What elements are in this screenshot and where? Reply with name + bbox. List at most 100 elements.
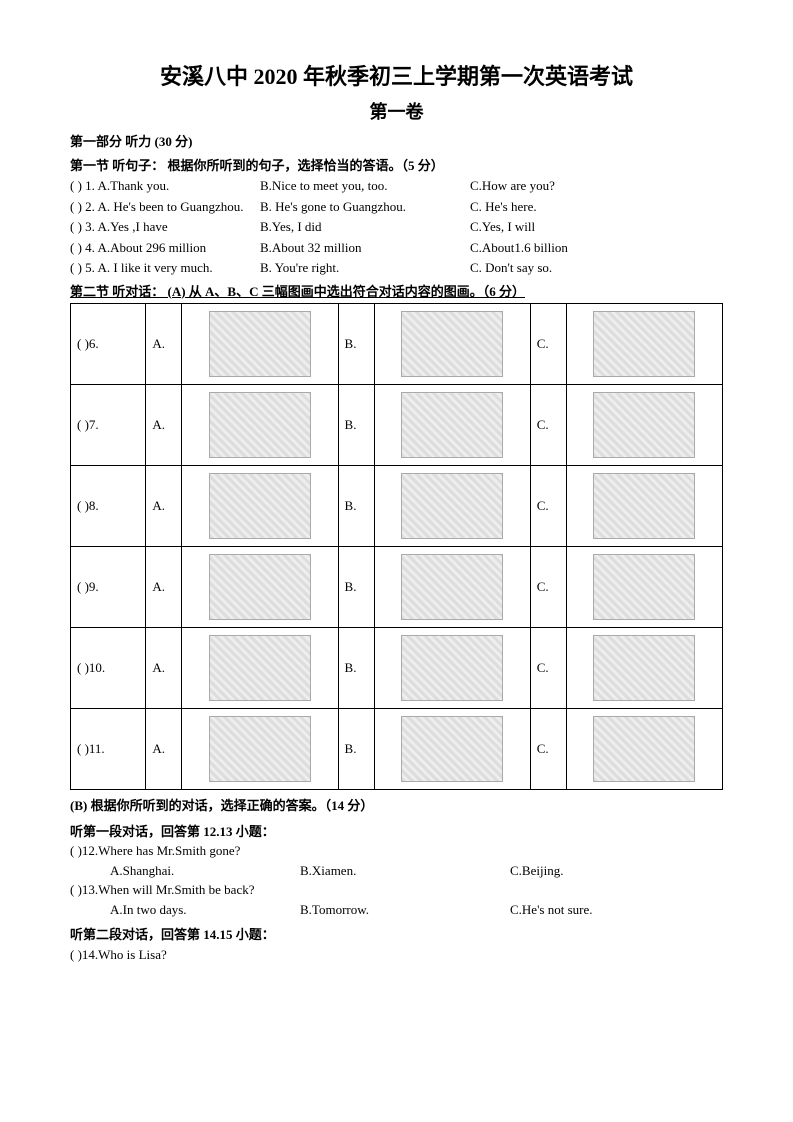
question-row: ( ) 2. A. He's been to Guangzhou. B. He'… bbox=[70, 197, 723, 217]
option-image-c bbox=[566, 628, 722, 709]
placeholder-image-icon bbox=[401, 473, 503, 539]
placeholder-image-icon bbox=[401, 311, 503, 377]
option-letter-a: A. bbox=[146, 304, 182, 385]
option-letter-c: C. bbox=[530, 466, 566, 547]
option-image-c bbox=[566, 385, 722, 466]
option-c: C.He's not sure. bbox=[510, 900, 723, 920]
table-row: ( )11. A. B. C. bbox=[71, 709, 723, 790]
section2b-heading: (B) 根据你所听到的对话，选择正确的答案。（14 分） bbox=[70, 796, 723, 816]
question-row: ( ) 3. A.Yes ,I have B.Yes, I did C.Yes,… bbox=[70, 217, 723, 237]
option-image-b bbox=[374, 709, 530, 790]
exam-subtitle: 第一卷 bbox=[70, 99, 723, 126]
placeholder-image-icon bbox=[401, 554, 503, 620]
section1-questions: ( ) 1. A.Thank you. B.Nice to meet you, … bbox=[70, 176, 723, 278]
option-letter-c: C. bbox=[530, 709, 566, 790]
option-c: C.About1.6 billion bbox=[470, 238, 723, 258]
placeholder-image-icon bbox=[593, 716, 695, 782]
option-image-b bbox=[374, 466, 530, 547]
placeholder-image-icon bbox=[209, 635, 311, 701]
option-letter-a: A. bbox=[146, 385, 182, 466]
table-row: ( )9. A. B. C. bbox=[71, 547, 723, 628]
option-c: C. Don't say so. bbox=[470, 258, 723, 278]
option-c: C.How are you? bbox=[470, 176, 723, 196]
question-number: ( )6. bbox=[71, 304, 146, 385]
placeholder-image-icon bbox=[401, 716, 503, 782]
placeholder-image-icon bbox=[593, 392, 695, 458]
table-row: ( )10. A. B. C. bbox=[71, 628, 723, 709]
option-image-b bbox=[374, 304, 530, 385]
option-image-b bbox=[374, 628, 530, 709]
placeholder-image-icon bbox=[209, 473, 311, 539]
placeholder-image-icon bbox=[209, 392, 311, 458]
option-c: C. He's here. bbox=[470, 197, 723, 217]
question-13: ( )13.When will Mr.Smith be back? bbox=[70, 880, 723, 900]
option-a: ( ) 5. A. I like it very much. bbox=[70, 258, 260, 278]
option-image-c bbox=[566, 709, 722, 790]
option-b: B. You're right. bbox=[260, 258, 470, 278]
option-image-a bbox=[182, 628, 338, 709]
option-a: A.Shanghai. bbox=[110, 861, 300, 881]
placeholder-image-icon bbox=[401, 392, 503, 458]
section2-heading: 第二节 听对话： (A) 从 A、B、C 三幅图画中选出符合对话内容的图画。（6… bbox=[70, 282, 723, 302]
placeholder-image-icon bbox=[209, 554, 311, 620]
option-letter-c: C. bbox=[530, 304, 566, 385]
question-number: ( )10. bbox=[71, 628, 146, 709]
option-image-b bbox=[374, 385, 530, 466]
option-letter-a: A. bbox=[146, 628, 182, 709]
option-image-a bbox=[182, 466, 338, 547]
option-letter-a: A. bbox=[146, 466, 182, 547]
exam-title: 安溪八中 2020 年秋季初三上学期第一次英语考试 bbox=[70, 60, 723, 93]
dialog1-heading: 听第一段对话，回答第 12.13 小题： bbox=[70, 822, 723, 842]
placeholder-image-icon bbox=[593, 635, 695, 701]
option-b: B.Xiamen. bbox=[300, 861, 510, 881]
picture-choice-table: ( )6. A. B. C. ( )7. A. B. C. ( )8. A. B… bbox=[70, 303, 723, 790]
option-letter-a: A. bbox=[146, 709, 182, 790]
option-b: B.Tomorrow. bbox=[300, 900, 510, 920]
option-letter-b: B. bbox=[338, 304, 374, 385]
option-letter-c: C. bbox=[530, 385, 566, 466]
option-b: B.About 32 million bbox=[260, 238, 470, 258]
question-number: ( )9. bbox=[71, 547, 146, 628]
placeholder-image-icon bbox=[593, 311, 695, 377]
option-a: ( ) 3. A.Yes ,I have bbox=[70, 217, 260, 237]
question-12-options: A.Shanghai. B.Xiamen. C.Beijing. bbox=[70, 861, 723, 881]
option-image-a bbox=[182, 385, 338, 466]
option-b: B. He's gone to Guangzhou. bbox=[260, 197, 470, 217]
option-letter-b: B. bbox=[338, 466, 374, 547]
option-letter-b: B. bbox=[338, 385, 374, 466]
question-row: ( ) 1. A.Thank you. B.Nice to meet you, … bbox=[70, 176, 723, 196]
placeholder-image-icon bbox=[209, 311, 311, 377]
table-row: ( )6. A. B. C. bbox=[71, 304, 723, 385]
option-a: A.In two days. bbox=[110, 900, 300, 920]
option-image-c bbox=[566, 466, 722, 547]
option-image-b bbox=[374, 547, 530, 628]
option-b: B.Nice to meet you, too. bbox=[260, 176, 470, 196]
option-letter-b: B. bbox=[338, 628, 374, 709]
question-row: ( ) 5. A. I like it very much. B. You're… bbox=[70, 258, 723, 278]
option-b: B.Yes, I did bbox=[260, 217, 470, 237]
dialog2-heading: 听第二段对话，回答第 14.15 小题： bbox=[70, 925, 723, 945]
placeholder-image-icon bbox=[209, 716, 311, 782]
question-row: ( ) 4. A.About 296 million B.About 32 mi… bbox=[70, 238, 723, 258]
question-13-options: A.In two days. B.Tomorrow. C.He's not su… bbox=[70, 900, 723, 920]
question-number: ( )11. bbox=[71, 709, 146, 790]
question-number: ( )8. bbox=[71, 466, 146, 547]
placeholder-image-icon bbox=[401, 635, 503, 701]
option-image-a bbox=[182, 709, 338, 790]
option-image-c bbox=[566, 547, 722, 628]
option-image-c bbox=[566, 304, 722, 385]
option-c: C.Beijing. bbox=[510, 861, 723, 881]
placeholder-image-icon bbox=[593, 473, 695, 539]
option-a: ( ) 1. A.Thank you. bbox=[70, 176, 260, 196]
placeholder-image-icon bbox=[593, 554, 695, 620]
question-14: ( )14.Who is Lisa? bbox=[70, 945, 723, 965]
option-letter-c: C. bbox=[530, 628, 566, 709]
table-row: ( )7. A. B. C. bbox=[71, 385, 723, 466]
question-12: ( )12.Where has Mr.Smith gone? bbox=[70, 841, 723, 861]
option-image-a bbox=[182, 304, 338, 385]
table-row: ( )8. A. B. C. bbox=[71, 466, 723, 547]
option-a: ( ) 2. A. He's been to Guangzhou. bbox=[70, 197, 260, 217]
option-image-a bbox=[182, 547, 338, 628]
option-letter-b: B. bbox=[338, 709, 374, 790]
option-letter-b: B. bbox=[338, 547, 374, 628]
